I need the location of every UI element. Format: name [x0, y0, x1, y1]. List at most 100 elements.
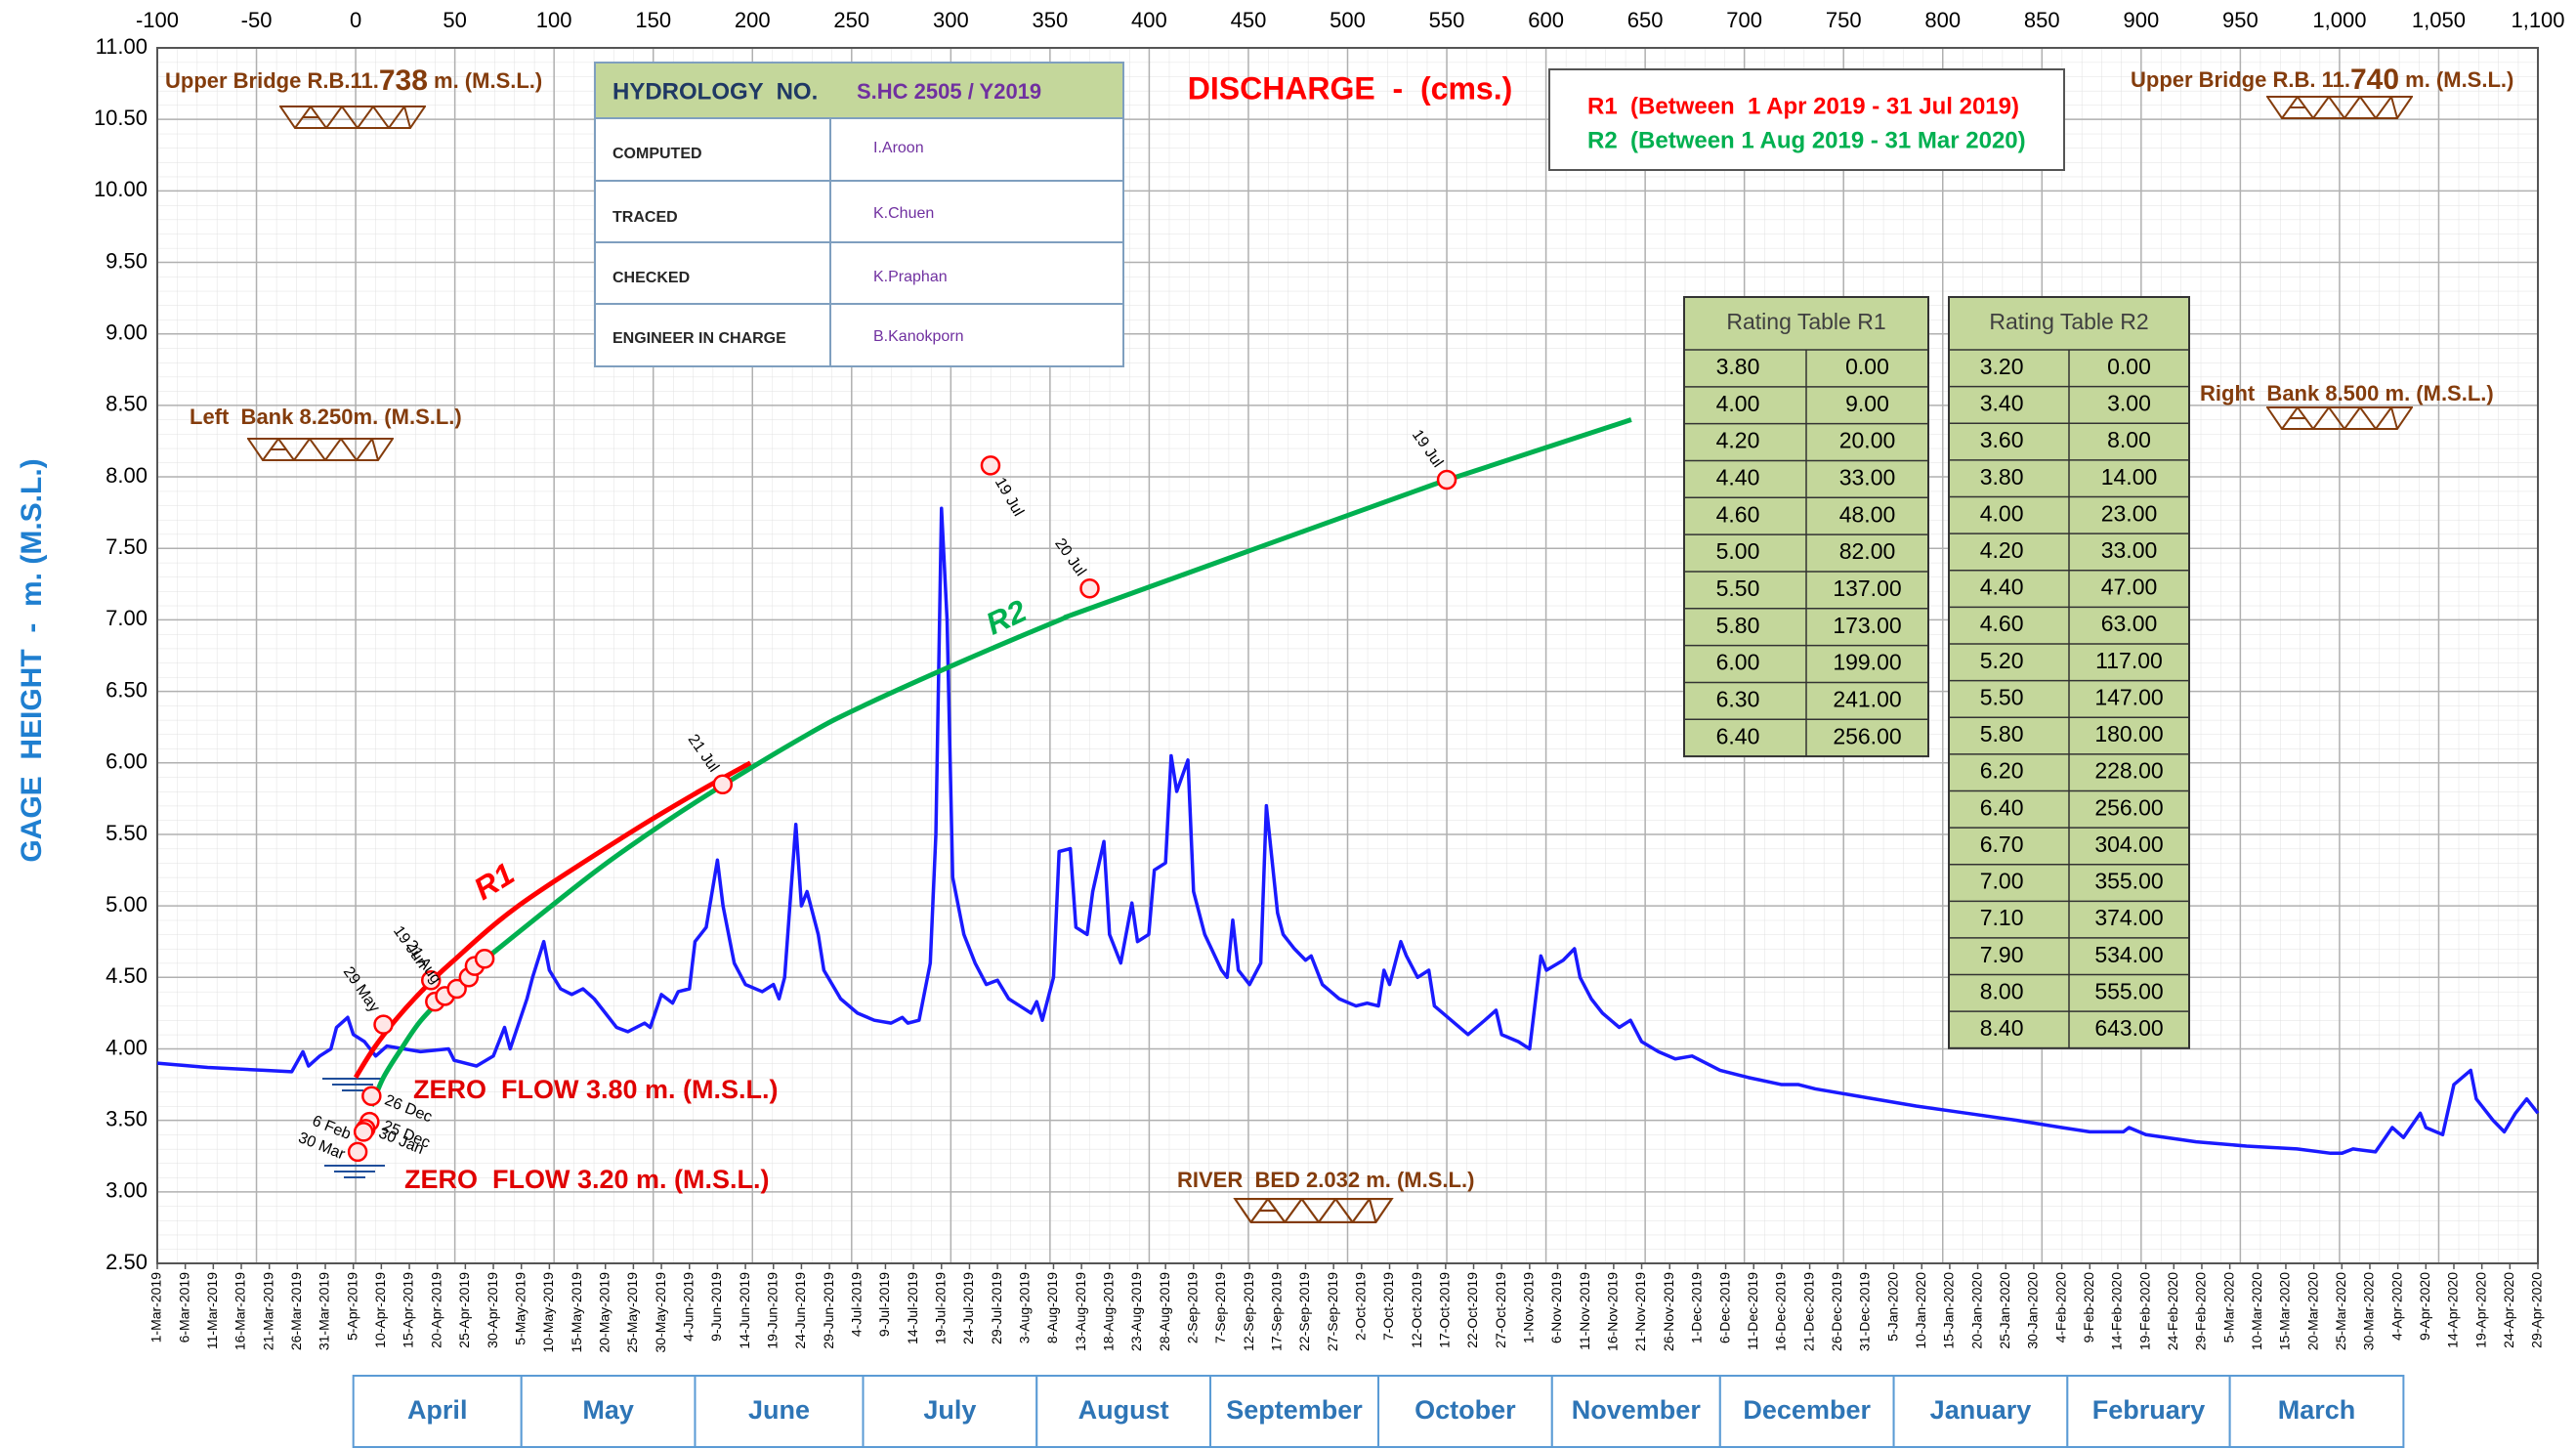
month-box — [1209, 1375, 1380, 1448]
info-label: ENGINEER IN CHARGE — [612, 330, 786, 347]
rating-table-cell: 7.90 — [1980, 942, 2024, 967]
rating-table-cell: 5.50 — [1716, 575, 1760, 601]
x2-tick-label: 2-Oct-2019 — [1353, 1272, 1369, 1341]
rating-table-cell: 3.40 — [1980, 391, 2024, 416]
x2-tick-label: 16-Mar-2019 — [232, 1272, 248, 1350]
x2-tick-label: 5-Jan-2020 — [1884, 1272, 1900, 1342]
y-tick-label: 2.50 — [106, 1250, 148, 1274]
x2-tick-label: 21-Mar-2019 — [260, 1272, 275, 1350]
rating-table-cell: 5.80 — [1980, 721, 2024, 746]
rating-table-cell: 4.00 — [1980, 500, 2024, 526]
x2-tick-label: 13-Aug-2019 — [1073, 1272, 1088, 1351]
annotation-part: Upper Bridge R.B.11. — [165, 68, 379, 93]
month-label: January — [1930, 1395, 2032, 1425]
x2-tick-label: 26-Mar-2019 — [288, 1272, 304, 1350]
y-tick-label: 4.00 — [106, 1035, 148, 1059]
rating-table-cell: 117.00 — [2095, 648, 2163, 673]
x2-tick-label: 15-Mar-2020 — [2277, 1272, 2293, 1350]
x2-tick-label: 1-Mar-2019 — [148, 1272, 164, 1343]
info-label: COMPUTED — [612, 146, 702, 162]
x2-tick-label: 9-Feb-2020 — [2081, 1272, 2096, 1343]
x2-tick-label: 26-Nov-2019 — [1661, 1272, 1676, 1351]
legend-entry: R1 (Between 1 Apr 2019 - 31 Jul 2019) — [1587, 93, 2019, 119]
x2-tick-label: 12-Oct-2019 — [1409, 1272, 1424, 1348]
rating-table-cell: 4.20 — [1716, 428, 1760, 453]
rating-table-cell: 5.80 — [1716, 613, 1760, 638]
chart-title: DISCHARGE - (cms.) — [1188, 70, 1512, 106]
x2-tick-label: 14-Jul-2019 — [905, 1272, 920, 1344]
rating-table-cell: 8.00 — [2107, 427, 2151, 452]
x2-tick-label: 23-Aug-2019 — [1128, 1272, 1144, 1351]
x2-tick-label: 15-Jan-2020 — [1941, 1272, 1957, 1349]
x2-tick-label: 20-May-2019 — [596, 1272, 612, 1353]
rating-table-cell: 137.00 — [1833, 575, 1901, 601]
month-box — [694, 1375, 865, 1448]
x2-tick-label: 15-Apr-2019 — [401, 1272, 416, 1348]
rating-table-cell: 3.20 — [1980, 354, 2024, 379]
x-tick-label: 800 — [1924, 8, 1961, 32]
x-tick-label: 300 — [933, 8, 969, 32]
x2-tick-label: 30-Mar-2020 — [2361, 1272, 2377, 1350]
measurement-point — [712, 774, 734, 794]
x2-tick-label: 6-Dec-2019 — [1716, 1272, 1732, 1343]
rating-table-cell: 48.00 — [1839, 501, 1896, 527]
x2-tick-label: 31-Dec-2019 — [1857, 1272, 1873, 1351]
hydrograph-line — [156, 506, 2540, 1156]
rating-table-cell: 228.00 — [2094, 758, 2163, 784]
annotation: RIVER BED 2.032 m. (M.S.L.) — [1177, 1168, 1474, 1192]
y-tick-label: 5.50 — [106, 821, 148, 845]
info-header: S.HC 2505 / Y2019 — [857, 79, 1041, 104]
rating-table-cell: 147.00 — [2094, 684, 2163, 709]
rating-table-cell: 4.40 — [1980, 575, 2024, 600]
x2-tick-label: 16-Nov-2019 — [1605, 1272, 1621, 1351]
y-tick-label: 9.50 — [106, 248, 148, 273]
rating-table-cell: 256.00 — [1833, 723, 1901, 748]
rating-table-cell: 5.50 — [1980, 684, 2024, 709]
rating-table-cell: 33.00 — [1839, 464, 1896, 490]
month-box — [1718, 1375, 1895, 1448]
legend-entry: R2 (Between 1 Aug 2019 - 31 Mar 2020) — [1587, 127, 2026, 153]
rating-table-cell: 20.00 — [1839, 428, 1896, 453]
measurement-point — [353, 1122, 374, 1142]
x2-tick-label: 4-Apr-2020 — [2388, 1272, 2404, 1341]
x2-tick-label: 17-Oct-2019 — [1437, 1272, 1453, 1348]
x-tick-label: 900 — [2123, 8, 2159, 32]
rating-table-cell: 6.20 — [1980, 758, 2024, 784]
x2-tick-label: 4-Jun-2019 — [680, 1272, 696, 1342]
x-tick-label: 950 — [2222, 8, 2259, 32]
x2-tick-label: 26-Dec-2019 — [1829, 1272, 1844, 1351]
x-tick-label: 400 — [1131, 8, 1167, 32]
x-tick-label: 600 — [1528, 8, 1564, 32]
measurement-point — [361, 1086, 382, 1107]
measurement-point — [980, 455, 1001, 476]
rating-table-title: Rating Table R1 — [1726, 309, 1885, 334]
x2-tick-label: 22-Oct-2019 — [1464, 1272, 1480, 1348]
x2-tick-label: 9-Jul-2019 — [876, 1272, 892, 1337]
measurement-point — [446, 978, 467, 1000]
x2-tick-label: 15-May-2019 — [569, 1272, 584, 1353]
month-box — [520, 1375, 697, 1448]
rating-table-cell: 9.00 — [1845, 391, 1889, 416]
x2-tick-label: 29-Feb-2020 — [2193, 1272, 2209, 1350]
x2-tick-label: 4-Feb-2020 — [2052, 1272, 2068, 1343]
x2-tick-label: 19-Feb-2020 — [2136, 1272, 2152, 1350]
y-tick-label: 7.50 — [106, 534, 148, 559]
legend: R1 (Between 1 Apr 2019 - 31 Jul 2019) R2… — [1548, 68, 2065, 171]
rating-table-cell: 0.00 — [2107, 354, 2151, 379]
x-tick-label: -50 — [241, 8, 273, 32]
x2-tick-label: 12-Sep-2019 — [1241, 1272, 1256, 1351]
x2-tick-label: 5-May-2019 — [512, 1272, 528, 1345]
rating-table-cell: 47.00 — [2101, 575, 2158, 600]
info-value: I.Aroon — [873, 140, 924, 156]
x-tick-label: 650 — [1627, 8, 1664, 32]
x-tick-label: 1,100 — [2511, 8, 2564, 32]
x2-tick-label: 1-Nov-2019 — [1521, 1272, 1537, 1343]
x-tick-label: 100 — [536, 8, 572, 32]
info-box: HYDROLOGY NO. S.HC 2505 / Y2019 COMPUTED… — [594, 62, 1124, 367]
rating-table-cell: 82.00 — [1839, 538, 1896, 564]
x2-tick-label: 9-Jun-2019 — [708, 1272, 724, 1342]
x-tick-label: 750 — [1826, 8, 1862, 32]
annotation: Right Bank 8.500 m. (M.S.L.) — [2200, 381, 2494, 405]
month-label: June — [748, 1395, 810, 1425]
annotation: ZERO FLOW 3.80 m. (M.S.L.) — [413, 1075, 779, 1104]
